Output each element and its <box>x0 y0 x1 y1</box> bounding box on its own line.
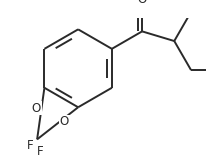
Text: F: F <box>26 139 33 152</box>
Text: O: O <box>138 0 147 6</box>
Text: O: O <box>60 115 69 128</box>
Text: O: O <box>32 102 41 115</box>
Text: F: F <box>37 145 43 158</box>
